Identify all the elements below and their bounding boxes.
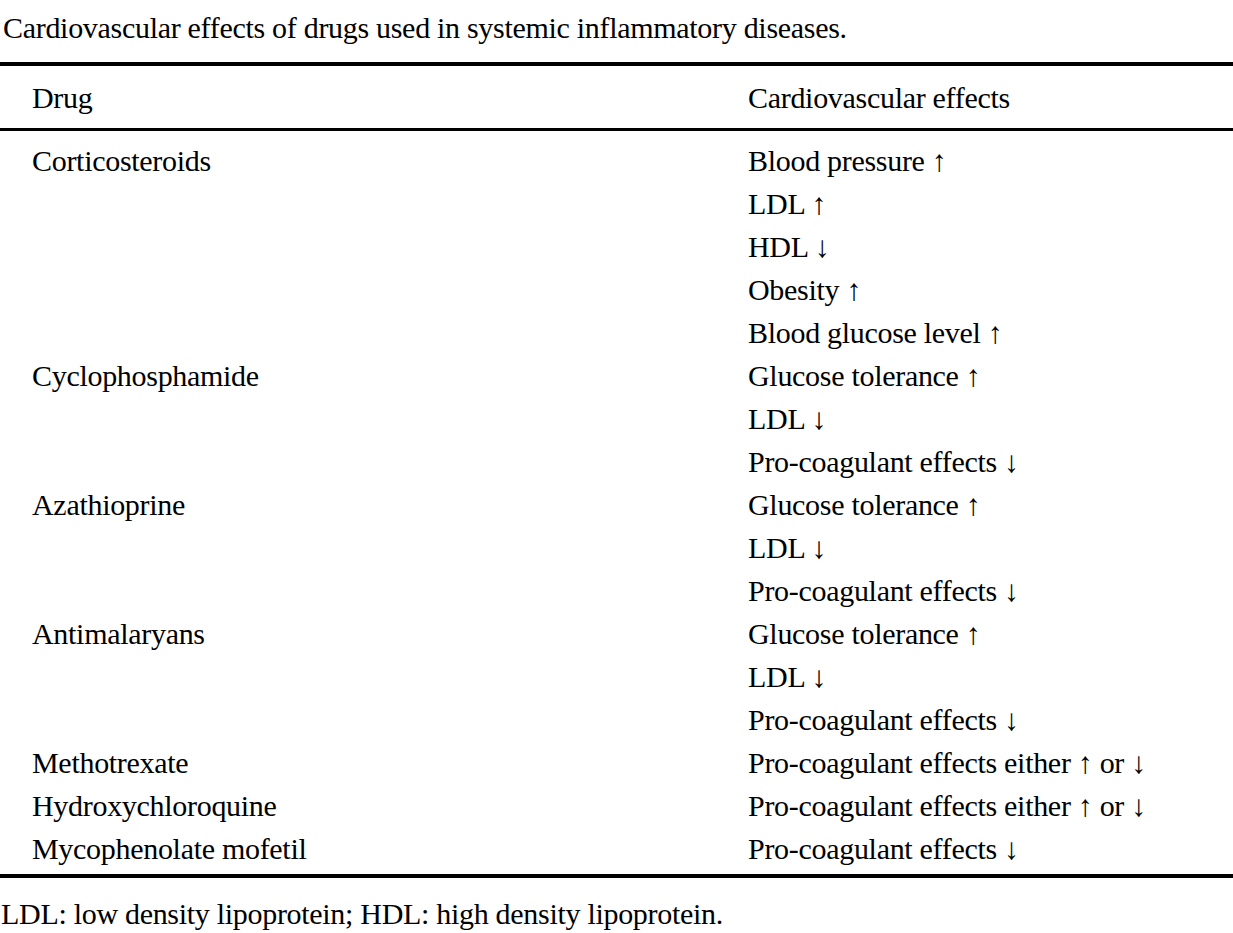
effects-cell: Glucose tolerance ↑LDL ↓Pro-coagulant ef… (748, 483, 1233, 612)
header-row: Drug Cardiovascular effects (0, 64, 1233, 130)
table-row: Methotrexate Pro-coagulant effects eithe… (0, 741, 1233, 784)
effect-line: LDL ↓ (748, 526, 1233, 569)
effects-table: Drug Cardiovascular effects Corticostero… (0, 62, 1233, 878)
effect-line: Blood glucose level ↑ (748, 311, 1233, 354)
table-row: Mycophenolate mofetil Pro-coagulant effe… (0, 827, 1233, 876)
drug-name-cell: Cyclophosphamide (0, 354, 748, 483)
table-row: Corticosteroids Blood pressure ↑LDL ↑HDL… (0, 130, 1233, 355)
effects-cell: Pro-coagulant effects ↓ (748, 827, 1233, 876)
table-header: Drug Cardiovascular effects (0, 64, 1233, 130)
effect-line: Blood pressure ↑ (748, 139, 1233, 182)
column-header-cardiovascular-effects: Cardiovascular effects (748, 64, 1233, 130)
effects-cell: Pro-coagulant effects either ↑ or ↓ (748, 741, 1233, 784)
effects-cell: Blood pressure ↑LDL ↑HDL ↓Obesity ↑Blood… (748, 130, 1233, 355)
drug-name-cell: Methotrexate (0, 741, 748, 784)
drug-name-cell: Hydroxychloroquine (0, 784, 748, 827)
effects-cell: Pro-coagulant effects either ↑ or ↓ (748, 784, 1233, 827)
effect-line: Pro-coagulant effects ↓ (748, 698, 1233, 741)
table-row: Azathioprine Glucose tolerance ↑LDL ↓Pro… (0, 483, 1233, 612)
effect-line: Pro-coagulant effects ↓ (748, 569, 1233, 612)
effect-line: LDL ↓ (748, 397, 1233, 440)
abbreviations-footnote: LDL: low density lipoprotein; HDL: high … (1, 894, 1233, 933)
effect-line: HDL ↓ (748, 225, 1233, 268)
effect-line: Pro-coagulant effects ↓ (748, 827, 1233, 870)
effects-cell: Glucose tolerance ↑LDL ↓Pro-coagulant ef… (748, 612, 1233, 741)
effect-line: Glucose tolerance ↑ (748, 354, 1233, 397)
drug-name-cell: Corticosteroids (0, 130, 748, 355)
effect-line: Obesity ↑ (748, 268, 1233, 311)
effect-line: Glucose tolerance ↑ (748, 612, 1233, 655)
table-row: Hydroxychloroquine Pro-coagulant effects… (0, 784, 1233, 827)
effect-line: LDL ↑ (748, 182, 1233, 225)
effects-cell: Glucose tolerance ↑LDL ↓Pro-coagulant ef… (748, 354, 1233, 483)
effect-line: LDL ↓ (748, 655, 1233, 698)
table-body: Corticosteroids Blood pressure ↑LDL ↑HDL… (0, 130, 1233, 877)
effect-line: Glucose tolerance ↑ (748, 483, 1233, 526)
column-header-drug: Drug (0, 64, 748, 130)
table-row: Cyclophosphamide Glucose tolerance ↑LDL … (0, 354, 1233, 483)
effect-line: Pro-coagulant effects ↓ (748, 440, 1233, 483)
effect-line: Pro-coagulant effects either ↑ or ↓ (748, 784, 1233, 827)
table-caption: Cardiovascular effects of drugs used in … (3, 8, 1233, 48)
table-row: Antimalaryans Glucose tolerance ↑LDL ↓Pr… (0, 612, 1233, 741)
drug-name-cell: Azathioprine (0, 483, 748, 612)
effect-line: Pro-coagulant effects either ↑ or ↓ (748, 741, 1233, 784)
drug-name-cell: Antimalaryans (0, 612, 748, 741)
drug-name-cell: Mycophenolate mofetil (0, 827, 748, 876)
